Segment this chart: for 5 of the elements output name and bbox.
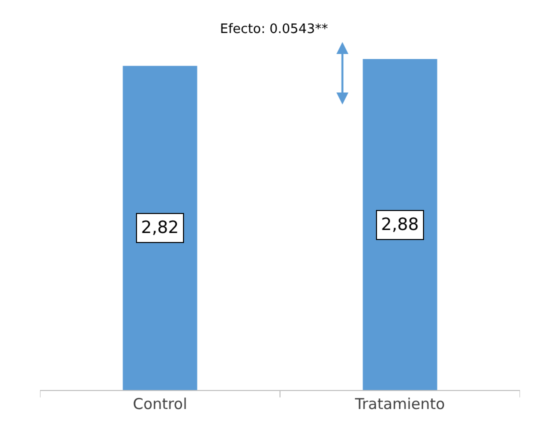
x-tick-label: Control (132, 395, 188, 413)
data-label: 2,82 (141, 218, 179, 238)
x-tick-label: Tratamiento (354, 395, 445, 413)
data-label: 2,88 (381, 215, 419, 235)
text: Efecto: 0.0543** (220, 22, 328, 37)
